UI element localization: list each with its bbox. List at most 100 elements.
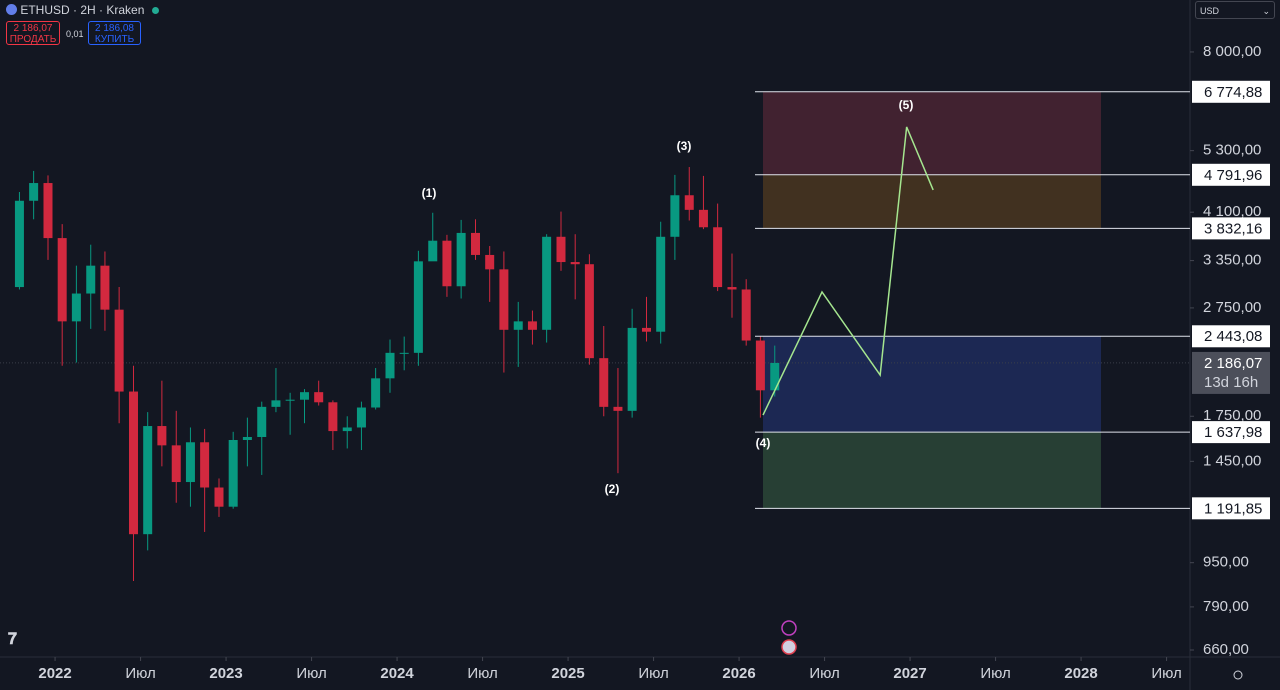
candle-body	[71, 293, 81, 322]
countdown: 13d 16h	[1204, 374, 1258, 391]
candle-body	[456, 232, 466, 287]
candle-body	[542, 236, 552, 330]
y-tick-label: 790,00	[1203, 598, 1249, 615]
zone	[763, 91, 1101, 175]
y-tick-label: 8 000,00	[1203, 43, 1261, 60]
last-price-label: 2 186,07	[1204, 355, 1262, 372]
y-tick-label: 4 100,00	[1203, 203, 1261, 220]
projection-path	[762, 126, 934, 416]
sell-price: 2 186,07	[13, 23, 53, 34]
candle-body	[413, 261, 423, 353]
candle-body	[100, 265, 110, 310]
status-dot	[151, 7, 159, 14]
level-label-box	[1192, 163, 1270, 186]
buy-button[interactable]: 2 186,08 КУПИТЬ	[88, 21, 141, 45]
symbol-info[interactable]: ETHUSD · 2H · Kraken	[6, 3, 159, 17]
sell-label: ПРОДАТЬ	[9, 34, 57, 45]
x-tick-label: 2024	[380, 665, 414, 682]
zone	[763, 174, 1101, 229]
x-tick-label: 2026	[722, 665, 755, 682]
candle-body	[428, 240, 438, 262]
y-tick-label: 950,00	[1203, 554, 1249, 571]
candle-body	[684, 195, 694, 210]
level-label-box	[1192, 217, 1270, 240]
candle-body	[371, 378, 381, 408]
level-label-box	[1192, 421, 1270, 444]
candle-body	[171, 445, 181, 483]
x-tick-label: 2028	[1064, 665, 1097, 682]
zone	[763, 336, 1101, 433]
eth-icon	[6, 4, 17, 15]
x-tick-label: Июл	[296, 665, 326, 682]
settings-icon	[1233, 670, 1243, 680]
wave-label: (5)	[899, 98, 914, 112]
candle-body	[228, 439, 238, 507]
y-tick-label: 3 350,00	[1203, 252, 1261, 269]
candle-body	[713, 227, 723, 288]
candle-body	[670, 195, 680, 237]
x-tick-label: Июл	[809, 665, 839, 682]
y-tick-label: 2 750,00	[1203, 299, 1261, 316]
candle-body	[285, 399, 295, 401]
candle-body	[157, 426, 167, 446]
candle-body	[399, 352, 409, 354]
candle-body	[470, 232, 480, 255]
level-label: 2 443,08	[1204, 328, 1262, 345]
candle-body	[513, 321, 523, 330]
level-label: 1 637,98	[1204, 424, 1262, 441]
candle-body	[727, 287, 737, 290]
candle-body	[271, 400, 281, 407]
candle-body	[356, 407, 366, 428]
y-tick-label: 660,00	[1203, 641, 1249, 658]
candle-body	[43, 183, 53, 239]
x-tick-label: 2022	[38, 665, 71, 682]
wave-label: (4)	[756, 436, 771, 450]
symbol: ETHUSD · 2H · Kraken	[20, 3, 145, 17]
candle-body	[299, 392, 309, 400]
event-icon	[781, 620, 797, 636]
x-tick-label: Июл	[1151, 665, 1181, 682]
candle-body	[385, 352, 395, 379]
candle-body	[698, 209, 708, 228]
x-tick-label: Июл	[125, 665, 155, 682]
spread: 0,01	[66, 29, 84, 39]
x-tick-label: Июл	[638, 665, 668, 682]
wave-label: (1)	[422, 186, 437, 200]
x-tick-label: Июл	[980, 665, 1010, 682]
candle-body	[214, 487, 224, 507]
candle-body	[527, 321, 537, 330]
level-label: 1 191,85	[1204, 500, 1262, 517]
candle-body	[627, 327, 637, 411]
candle-body	[770, 362, 780, 391]
candle-body	[570, 262, 580, 265]
level-label: 6 774,88	[1204, 84, 1262, 101]
x-tick-label: 2025	[551, 665, 584, 682]
candle-body	[613, 406, 623, 411]
candle-body	[114, 309, 124, 392]
level-label: 4 791,96	[1204, 167, 1262, 184]
candle-body	[342, 427, 352, 432]
zone	[763, 432, 1101, 509]
candle-body	[200, 442, 210, 488]
candle-body	[599, 358, 609, 407]
level-label: 3 832,16	[1204, 220, 1262, 237]
x-tick-label: Июл	[467, 665, 497, 682]
candle-body	[442, 240, 452, 287]
wave-label: (2)	[605, 482, 620, 496]
candle-body	[741, 289, 751, 341]
candle-body	[128, 391, 138, 535]
candle-body	[143, 426, 153, 535]
candle-body	[656, 236, 666, 332]
tv-logo: 𝟕	[8, 631, 17, 648]
last-price-box	[1192, 351, 1270, 394]
x-tick-label: 2027	[893, 665, 926, 682]
candle-body	[328, 402, 338, 432]
candle-body	[14, 200, 24, 288]
event-icon	[781, 639, 797, 655]
sell-button[interactable]: 2 186,07 ПРОДАТЬ	[6, 21, 60, 45]
currency-select[interactable]: USD ⌄	[1195, 1, 1275, 19]
x-tick-label: 2023	[209, 665, 242, 682]
candle-body	[185, 442, 195, 483]
